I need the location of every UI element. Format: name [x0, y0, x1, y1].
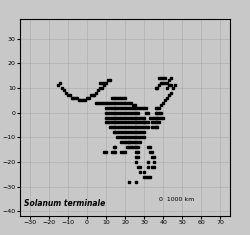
Text: 0  1000 km: 0 1000 km — [158, 197, 194, 202]
Text: Solanum terminale: Solanum terminale — [24, 199, 105, 208]
